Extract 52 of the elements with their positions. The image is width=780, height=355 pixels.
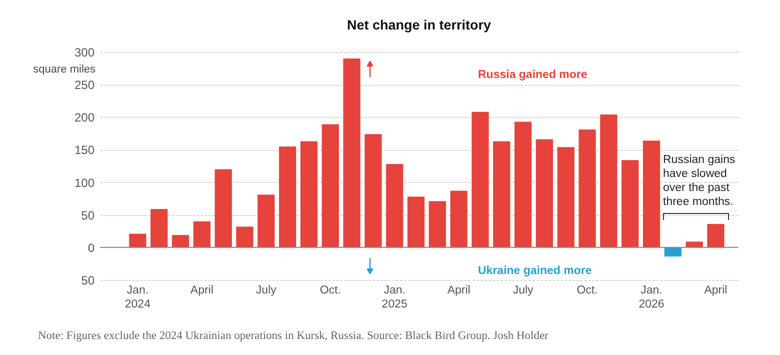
y-tick-label: 300 bbox=[74, 46, 95, 60]
x-tick-label: April bbox=[704, 284, 728, 296]
y-axis-title: square miles bbox=[33, 64, 96, 76]
bar bbox=[514, 122, 532, 248]
x-tick-label: July bbox=[512, 284, 534, 296]
bar bbox=[278, 146, 296, 248]
bar bbox=[386, 164, 404, 248]
bar bbox=[407, 196, 425, 248]
bar bbox=[236, 226, 254, 248]
y-tick-label: 50 bbox=[81, 274, 95, 288]
y-tick-label: 200 bbox=[74, 110, 95, 125]
annotation: Russian gains have slowed over the past three months. bbox=[663, 154, 736, 208]
x-tick-label: July bbox=[256, 284, 277, 296]
bar bbox=[214, 169, 232, 248]
bar bbox=[129, 234, 146, 248]
annotation: Russia gained more bbox=[478, 69, 588, 81]
x-tick-label: Jan. 2026 bbox=[638, 284, 664, 310]
bar bbox=[364, 134, 382, 248]
bar bbox=[536, 139, 554, 248]
y-tick-label: 100 bbox=[74, 176, 95, 190]
bar bbox=[578, 130, 596, 248]
x-tick-label: April bbox=[447, 284, 470, 296]
bar bbox=[258, 194, 275, 248]
x-tick-label: April bbox=[190, 284, 214, 296]
chart-title: Net change in territory bbox=[346, 18, 492, 32]
bar bbox=[300, 141, 318, 248]
x-tick-label: Oct. bbox=[576, 284, 598, 296]
y-tick-label: 0 bbox=[88, 240, 95, 255]
x-tick-label: Jan. 2024 bbox=[124, 284, 152, 310]
bar bbox=[642, 140, 660, 248]
bar bbox=[472, 112, 489, 248]
bar bbox=[343, 58, 360, 248]
y-tick-label: 250 bbox=[74, 78, 95, 92]
bar bbox=[322, 124, 339, 248]
bar bbox=[150, 208, 168, 248]
bar bbox=[193, 221, 210, 248]
bar bbox=[450, 190, 468, 248]
y-tick-label: 50 bbox=[81, 208, 95, 222]
bar bbox=[707, 224, 724, 248]
y-tick-label: 150 bbox=[74, 143, 95, 158]
text: Note: Figures exclude the 2024 Ukrainian operations in Kursk, Russia. Source: Black Bird Group. Josh Holder bbox=[38, 330, 549, 342]
x-tick-label: Jan. 2025 bbox=[382, 284, 408, 310]
bar bbox=[428, 201, 446, 248]
bar bbox=[600, 114, 618, 248]
bar bbox=[493, 141, 510, 248]
bar bbox=[686, 242, 703, 248]
bar bbox=[664, 247, 682, 257]
bar bbox=[622, 160, 639, 248]
x-tick-label: Oct. bbox=[320, 284, 341, 296]
bar bbox=[172, 235, 190, 248]
bar bbox=[557, 147, 574, 248]
annotation: Ukraine gained more bbox=[478, 265, 592, 277]
